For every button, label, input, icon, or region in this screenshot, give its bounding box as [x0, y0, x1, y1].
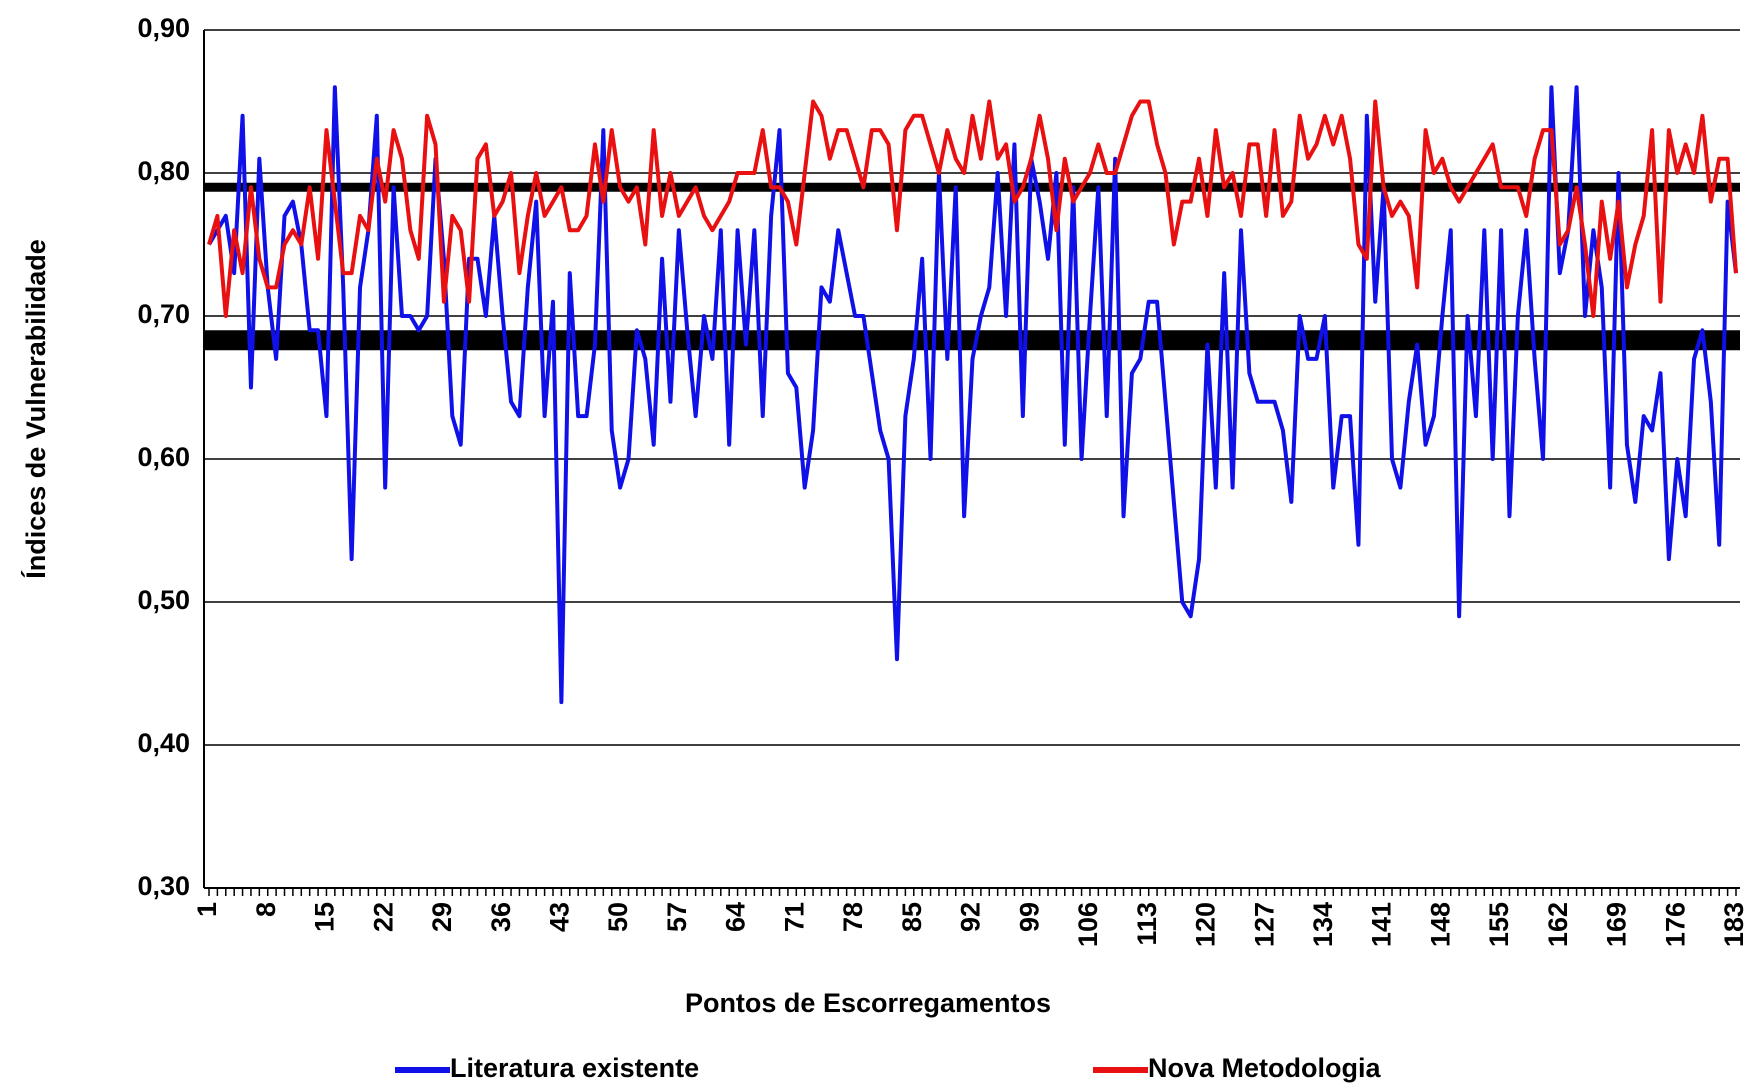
- x-tick-label: 36: [486, 902, 516, 932]
- data-line: [207, 85, 1738, 705]
- y-tick-label: 0,70: [137, 299, 190, 329]
- x-tick-label: 64: [721, 902, 751, 932]
- x-tick-label: 134: [1308, 902, 1338, 947]
- x-tick-label: 141: [1367, 902, 1397, 947]
- x-tick-label: 155: [1484, 902, 1514, 947]
- x-tick-label: 78: [838, 902, 868, 932]
- x-tick-label: 183: [1719, 902, 1749, 947]
- x-tick-label: 43: [545, 902, 575, 932]
- x-tick-label: 148: [1425, 902, 1455, 947]
- legend-label: Literatura existente: [450, 1053, 699, 1083]
- x-tick-label: 169: [1602, 902, 1632, 947]
- y-tick-label: 0,30: [137, 871, 190, 901]
- y-axis-label: Índices de Vulnerabilidade: [20, 239, 51, 579]
- x-tick-label: 15: [310, 902, 340, 932]
- x-tick-label: 99: [1014, 902, 1044, 932]
- x-tick-label: 22: [368, 902, 398, 932]
- x-tick-label: 29: [427, 902, 457, 932]
- data-line: [207, 99, 1738, 318]
- x-tick-label: 1: [192, 902, 222, 917]
- x-tick-label: 50: [603, 902, 633, 932]
- x-tick-label: 92: [956, 902, 986, 932]
- y-tick-label: 0,80: [137, 156, 190, 186]
- y-tick-label: 0,50: [137, 585, 190, 615]
- x-tick-label: 162: [1543, 902, 1573, 947]
- x-tick-label: 71: [779, 902, 809, 932]
- x-tick-label: 113: [1132, 902, 1162, 946]
- x-tick-label: 176: [1660, 902, 1690, 947]
- y-tick-label: 0,90: [137, 13, 190, 43]
- legend-label: Nova Metodologia: [1148, 1053, 1381, 1083]
- x-tick-label: 127: [1249, 902, 1279, 947]
- y-tick-label: 0,60: [137, 442, 190, 472]
- x-tick-label: 120: [1191, 902, 1221, 947]
- x-tick-label: 85: [897, 902, 927, 932]
- x-tick-label: 8: [251, 902, 281, 917]
- x-tick-label: 106: [1073, 902, 1103, 947]
- y-tick-label: 0,40: [137, 728, 190, 758]
- x-axis-label: Pontos de Escorregamentos: [685, 988, 1051, 1018]
- x-tick-label: 57: [662, 902, 692, 932]
